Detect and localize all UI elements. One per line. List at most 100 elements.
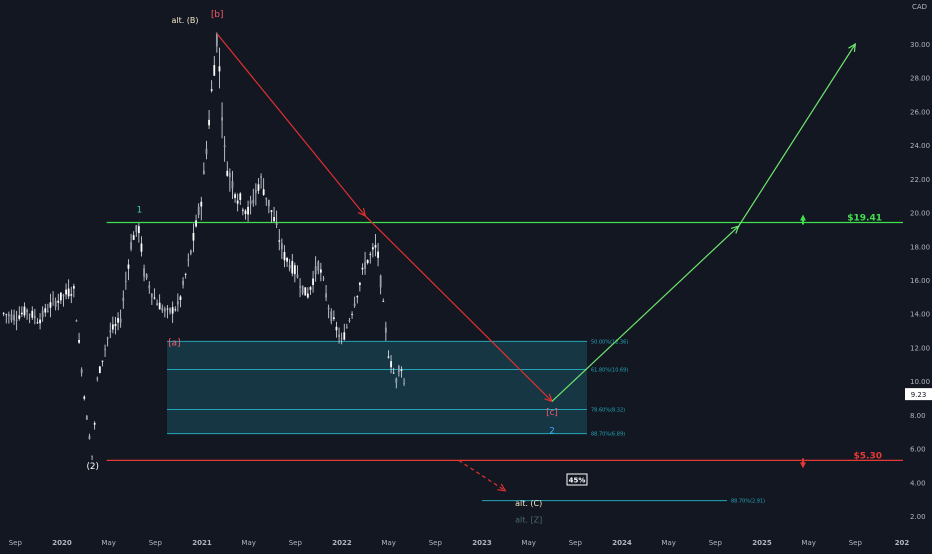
candle-body: [161, 307, 164, 311]
candle-body: [304, 287, 307, 296]
candle-body: [379, 275, 382, 288]
candle-body: [260, 176, 262, 178]
candle-body: [7, 314, 10, 317]
candle-body: [5, 314, 8, 316]
candle-body: [106, 337, 109, 339]
candle-body: [62, 294, 65, 297]
x-tick-label: May: [101, 539, 115, 547]
y-tick-label: 30.00: [910, 41, 930, 49]
candle-body: [257, 184, 260, 191]
candle-body: [145, 274, 148, 279]
candle-body: [325, 293, 327, 298]
candle-body: [88, 435, 91, 440]
candle-body: [267, 200, 270, 207]
percent-badge: 45%: [569, 477, 586, 485]
candle-body: [127, 264, 130, 269]
candle-body: [10, 314, 13, 321]
y-tick-label: 20.00: [910, 210, 930, 218]
candle-body: [83, 396, 86, 399]
candle-body: [403, 383, 405, 385]
candle-body: [312, 278, 314, 286]
candle-body: [49, 302, 52, 308]
x-tick-label: May: [661, 539, 675, 547]
candle-body: [130, 242, 132, 250]
candle-body: [338, 334, 340, 338]
candle-body: [387, 356, 390, 358]
candle-body: [309, 287, 312, 290]
candle-body: [202, 170, 205, 174]
y-tick-label: 18.00: [910, 243, 930, 251]
stop-down-arrow-icon: [800, 458, 806, 469]
candle-body: [374, 245, 377, 248]
candle-body: [189, 250, 192, 254]
candle-body: [44, 308, 47, 313]
x-tick-label: 2021: [192, 539, 212, 547]
candle-body: [392, 372, 395, 374]
candle-body: [397, 366, 400, 372]
candle-body: [179, 296, 182, 301]
x-tick-label: Sep: [289, 539, 303, 547]
candle-body: [57, 300, 60, 303]
projection-arrowhead: [497, 483, 507, 492]
candle-body: [137, 226, 140, 234]
candle-body: [400, 369, 403, 371]
candle-body: [218, 66, 221, 72]
x-tick-label: Sep: [149, 539, 163, 547]
candle-body: [93, 422, 96, 425]
candle-body: [101, 360, 104, 362]
candle-body: [340, 338, 343, 340]
candle-body: [78, 339, 80, 343]
candle-body: [23, 306, 26, 316]
candle-body: [335, 326, 338, 331]
candle-body: [390, 361, 392, 368]
candle-body: [291, 261, 294, 274]
wave-label: [c]: [546, 408, 558, 418]
candle-body: [275, 222, 278, 226]
candle-body: [327, 307, 330, 310]
candle-body: [241, 209, 244, 211]
projection-arrowhead: [357, 208, 367, 218]
candle-body: [109, 330, 112, 333]
candle-body: [2, 313, 5, 314]
candle-body: [192, 232, 195, 241]
candle-body: [36, 322, 39, 324]
candle-body: [150, 293, 153, 298]
candle-body: [322, 278, 325, 280]
candle-body: [377, 251, 379, 258]
candle-body: [236, 200, 239, 204]
candle-body: [174, 309, 177, 311]
candle-body: [205, 148, 208, 155]
candle-body: [176, 301, 179, 305]
candle-body: [361, 267, 364, 270]
x-tick-label: Sep: [9, 539, 23, 547]
x-tick-label: 2020: [52, 539, 72, 547]
x-tick-label: May: [801, 539, 815, 547]
candle-body: [252, 199, 255, 204]
candle-body: [80, 369, 83, 373]
candle-body: [111, 324, 114, 330]
candle-body: [231, 181, 234, 189]
fib-level-label: 50.00%(12.36): [591, 339, 628, 345]
candle-body: [163, 308, 166, 312]
candle-body: [247, 206, 249, 215]
level-label-stop: $5.30: [854, 451, 882, 461]
candle-body: [13, 314, 15, 321]
candle-body: [223, 145, 226, 148]
candle-body: [208, 119, 210, 126]
candle-body: [254, 189, 257, 193]
candle-body: [153, 297, 156, 299]
candle-body: [65, 289, 67, 295]
candle-body: [364, 262, 366, 269]
fib-level-label: 88.70%(6.89): [591, 432, 625, 438]
candle-body: [332, 317, 335, 320]
candle-body: [85, 415, 88, 420]
y-tick-label: 14.00: [910, 311, 930, 319]
target-up-arrow-icon: [800, 214, 806, 225]
candle-body: [124, 281, 127, 283]
candle-body: [122, 297, 125, 301]
candle-body: [119, 318, 122, 323]
candle-body: [140, 243, 143, 252]
